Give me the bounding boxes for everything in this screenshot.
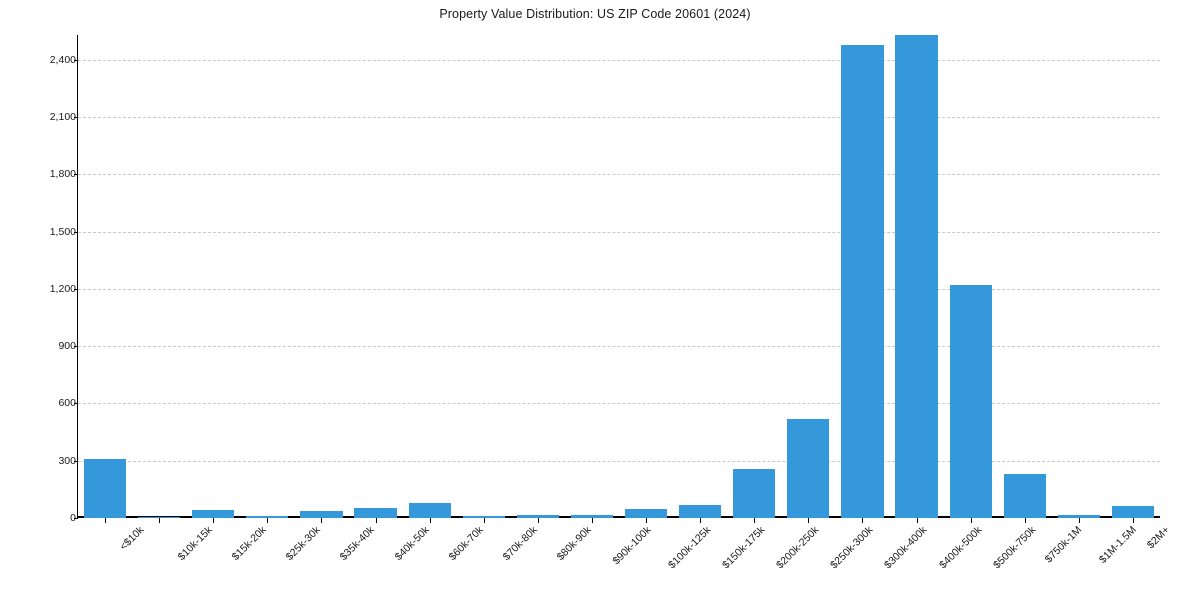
bar[interactable] (83, 458, 127, 518)
gridline (78, 460, 1160, 462)
x-tick-label: $150k-175k (720, 524, 768, 572)
y-tick-mark (74, 59, 78, 61)
x-tick-label: $2M+ (1144, 524, 1172, 552)
y-tick-mark (74, 518, 78, 519)
y-tick-mark (74, 231, 78, 233)
bar[interactable] (192, 510, 235, 518)
bar[interactable] (733, 469, 776, 518)
x-tick-label: $10k-15k (175, 524, 215, 564)
x-tick-label: $300k-400k (882, 524, 930, 572)
x-tick-mark (700, 518, 702, 523)
y-tick-label: 0 (70, 512, 76, 524)
x-tick-mark (646, 518, 648, 523)
bar[interactable] (246, 516, 289, 518)
bar[interactable] (570, 514, 614, 518)
chart-title: Property Value Distribution: US ZIP Code… (439, 7, 751, 21)
y-tick-mark (74, 288, 78, 290)
bar[interactable] (624, 508, 668, 518)
plot-area: 0 300 600 900 1,200 1,500 1,800 2,100 2,400 (50, 35, 1160, 524)
x-tick-label: $500k-750k (990, 524, 1039, 572)
plot-frame: 0 300 600 900 1,200 1,500 1,800 2,100 2,400 (50, 35, 1160, 524)
y-tick-label: 2,400 (49, 53, 76, 66)
x-tick-mark (267, 518, 269, 523)
gridline (78, 346, 1160, 348)
gridline (78, 403, 1160, 405)
x-tick-label: $70k-80k (500, 524, 540, 564)
x-tick-label: $1M-1.5M (1096, 524, 1139, 566)
x-tick-label: $200k-250k (774, 524, 822, 572)
x-tick-label: $750k-1M (1042, 524, 1084, 566)
x-tick-label: $400k-500k (936, 524, 984, 572)
y-tick-mark (74, 174, 78, 176)
y-tick-label: 900 (58, 340, 76, 353)
x-tick-mark (808, 518, 810, 523)
x-tick-label: <$10k (117, 524, 147, 553)
gridline (78, 288, 1160, 290)
bar[interactable] (841, 44, 884, 518)
x-tick-mark (1078, 518, 1080, 523)
gridline (78, 117, 1160, 119)
y-tick-label: 600 (58, 397, 76, 410)
bar[interactable] (1057, 515, 1100, 518)
x-tick-mark (537, 518, 539, 523)
x-tick-label: $40k-50k (392, 524, 432, 564)
x-tick-label: $15k-20k (229, 524, 269, 564)
x-tick-mark (159, 518, 161, 523)
bar[interactable] (679, 504, 722, 518)
x-tick-mark (591, 518, 593, 523)
gridline (78, 174, 1160, 176)
x-tick-mark (213, 518, 215, 523)
x-tick-label: $60k-70k (446, 524, 486, 564)
y-tick-mark (74, 346, 78, 348)
x-tick-label: $25k-30k (283, 524, 324, 564)
x-tick-label: $100k-125k (666, 524, 714, 572)
gridline (78, 59, 1160, 61)
y-tick-label: 2,100 (49, 111, 76, 124)
x-tick-mark (483, 518, 485, 523)
y-axis-line (77, 35, 78, 518)
bar[interactable] (1111, 506, 1155, 518)
x-tick-mark (862, 518, 864, 523)
x-tick-mark (970, 518, 972, 523)
y-tick-label: 1,500 (49, 225, 76, 238)
x-tick-label: $80k-90k (554, 524, 594, 564)
bar[interactable] (408, 503, 451, 518)
bar[interactable] (138, 516, 181, 518)
x-tick-label: $90k-100k (610, 524, 654, 568)
x-tick-mark (105, 518, 107, 523)
bar[interactable] (949, 285, 992, 518)
x-tick-mark (754, 518, 756, 523)
x-tick-mark (1132, 518, 1134, 523)
x-axis-line (77, 516, 1160, 518)
y-tick-label: 300 (58, 454, 76, 467)
y-tick-mark (74, 403, 78, 405)
x-tick-mark (916, 518, 918, 523)
x-tick-label: $35k-40k (338, 524, 378, 564)
x-tick-label: $250k-300k (828, 524, 876, 572)
bar[interactable] (1003, 474, 1046, 518)
bar[interactable] (895, 35, 938, 518)
y-tick-mark (74, 460, 78, 462)
x-tick-mark (321, 518, 323, 523)
bar[interactable] (462, 515, 505, 518)
bar[interactable] (354, 507, 397, 518)
bar[interactable] (787, 418, 830, 518)
x-tick-mark (1024, 518, 1026, 523)
gridline (78, 231, 1160, 233)
y-tick-mark (74, 117, 78, 119)
bar[interactable] (516, 514, 559, 518)
x-tick-mark (429, 518, 431, 523)
y-tick-label: 1,800 (49, 168, 76, 181)
y-tick-label: 1,200 (49, 282, 76, 295)
x-tick-mark (375, 518, 377, 523)
bar[interactable] (300, 511, 343, 518)
